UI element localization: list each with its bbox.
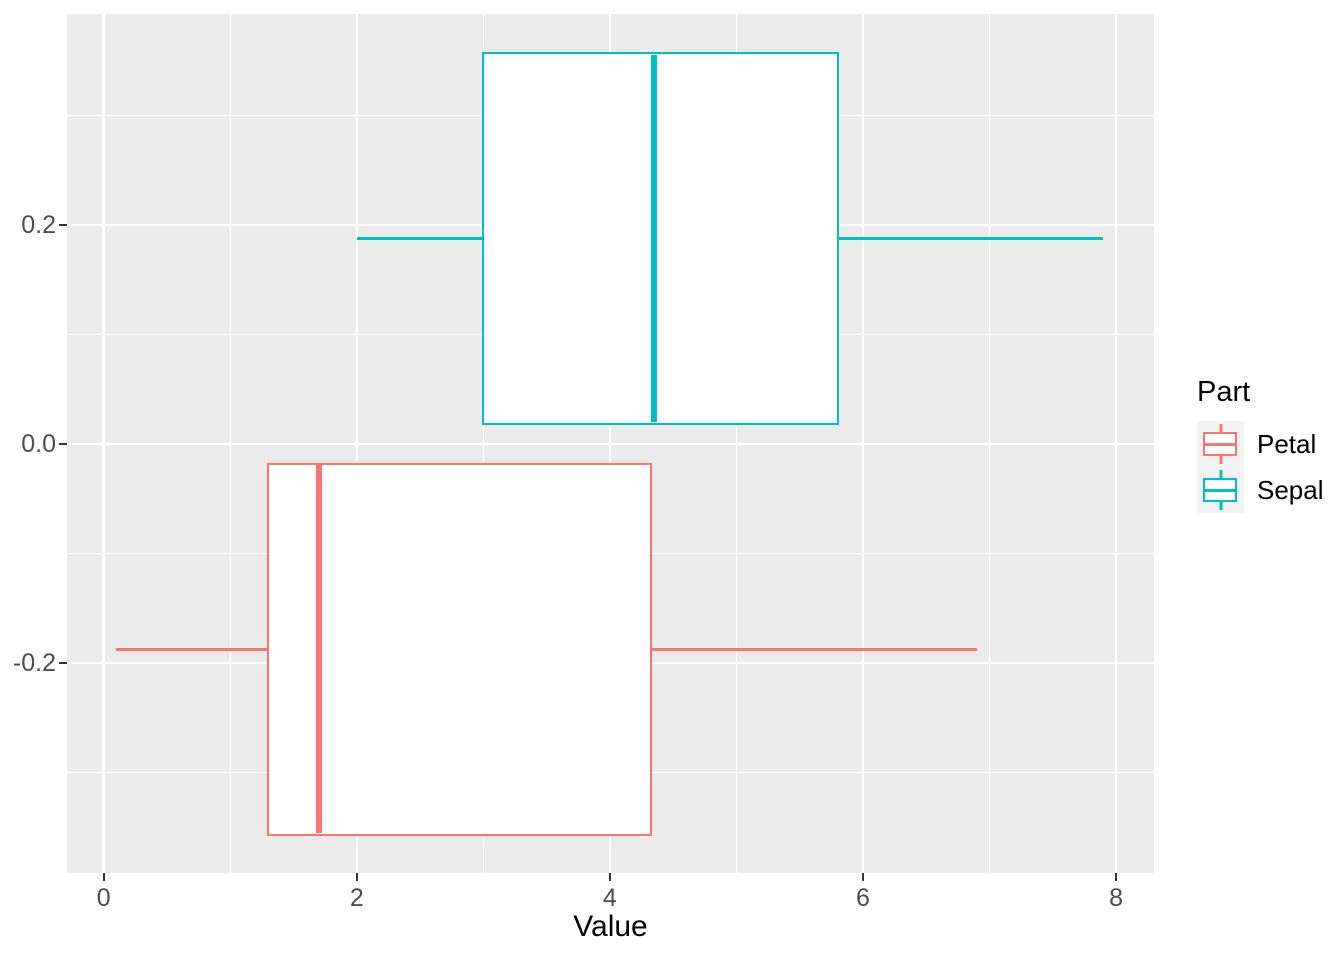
x-tick-mark [608,873,611,881]
glyph-median [1203,488,1237,492]
boxplot-glyph-icon [1197,421,1244,467]
x-tick-mark [861,873,865,881]
median-line-sepal [651,54,658,423]
x-tick-label: 8 [1109,884,1123,912]
legend-key-petal: Petal [1197,421,1324,467]
y-axis: -0.2 0.0 0.2 [0,0,67,960]
legend-key-sepal: Sepal [1197,467,1324,513]
x-tick-label: 0 [96,884,111,912]
whisker-right-petal [650,648,977,651]
x-tick-label: 4 [602,884,617,912]
gridline-major-horizontal [67,442,1154,446]
whisker-right-sepal [837,237,1104,240]
y-tick-mark [59,442,67,446]
x-axis-title: Value [573,910,648,943]
median-line-petal [315,465,322,834]
y-tick-label: 0.2 [21,210,56,239]
x-tick-label: 2 [349,884,364,912]
box-sepal [482,52,839,425]
glyph-median [1203,442,1237,446]
x-axis: 0 2 4 6 8 [0,873,1344,933]
whisker-left-sepal [356,237,484,240]
y-tick-label: 0.0 [21,429,56,458]
legend-label-petal: Petal [1257,428,1317,459]
legend: Part Petal Sepal [1197,376,1324,513]
y-tick-mark [59,223,67,227]
x-tick-mark [355,873,358,881]
plot-panel [67,14,1154,873]
x-tick-mark [1114,873,1118,881]
y-tick-label: -0.2 [12,648,56,677]
box-petal [266,462,653,836]
legend-label-sepal: Sepal [1257,474,1324,505]
whisker-left-petal [116,648,269,651]
x-tick-label: 6 [855,884,870,912]
y-tick-mark [59,661,67,665]
boxplot-glyph-icon [1197,467,1244,513]
legend-title: Part [1197,376,1251,408]
x-tick-mark [102,873,105,881]
